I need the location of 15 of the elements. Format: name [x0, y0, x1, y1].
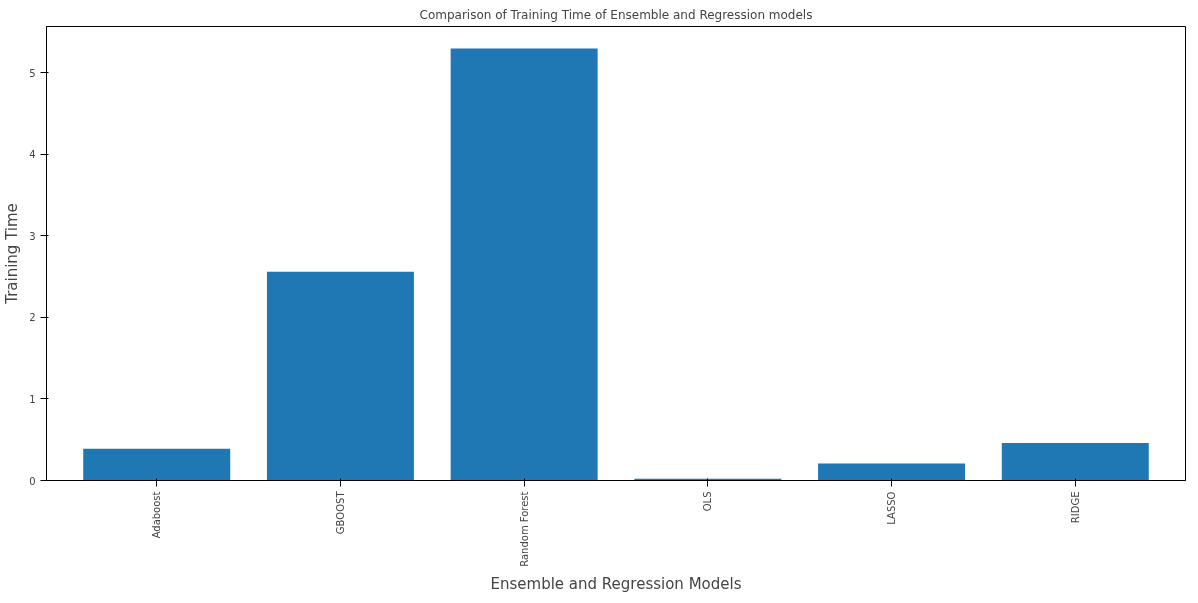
y-tick-label: 0: [29, 475, 36, 487]
y-tick-label: 3: [29, 230, 36, 242]
chart-title: Comparison of Training Time of Ensemble and Regression models: [419, 7, 813, 22]
x-tick-label: OLS: [702, 491, 714, 512]
y-tick-label: 1: [29, 393, 36, 405]
x-axis-title: Ensemble and Regression Models: [490, 574, 742, 593]
x-tick-label: LASSO: [886, 491, 898, 525]
y-tick-label: 4: [29, 149, 36, 161]
y-tick-label: 5: [29, 67, 36, 79]
x-tick-label: RIDGE: [1069, 491, 1081, 524]
y-axis-title: Training Time: [3, 203, 22, 305]
x-tick-label: Random Forest: [518, 491, 530, 567]
x-tick-label: GBOOST: [334, 490, 346, 535]
y-tick-label: 2: [29, 312, 36, 324]
x-tick-label: Adaboost: [151, 491, 163, 539]
